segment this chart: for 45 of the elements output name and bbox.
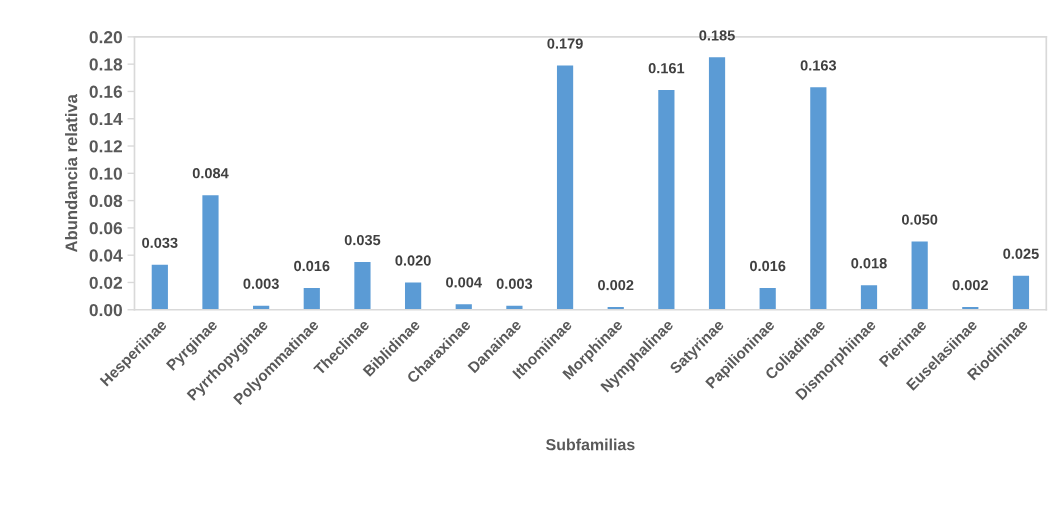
bar [354,262,371,310]
data-label: 0.002 [598,279,634,291]
data-label: 0.185 [699,30,735,41]
y-tick-label: 0.04 [89,249,123,262]
bar [404,282,422,310]
data-label: 0.018 [851,258,887,269]
bar [151,264,168,310]
data-label: 0.020 [395,255,431,266]
data-label: 0.025 [1003,248,1039,259]
data-label: 0.003 [496,278,533,289]
y-tick-label: 0.08 [89,194,123,208]
bar [202,195,219,310]
bar [658,90,675,310]
x-axis-title: Subfamilias [546,438,635,451]
y-tick-label: 0.20 [89,31,122,44]
y-tick-label: 0.00 [89,303,122,317]
data-label: 0.084 [192,168,229,179]
data-label: 0.035 [344,234,381,246]
data-label: 0.004 [446,277,482,288]
bar [708,57,726,310]
bar [455,304,472,310]
data-label: 0.033 [142,237,178,248]
bar [1012,275,1030,310]
y-tick-label: 0.02 [89,276,122,289]
y-tick-label: 0.12 [89,140,122,153]
y-tick-label: 0.06 [89,222,123,235]
y-axis-title: Abundancia relativa [65,94,78,253]
data-label: 0.050 [901,214,938,225]
y-tick-label: 0.14 [89,112,123,126]
bar [911,241,928,310]
y-tick-label: 0.16 [89,85,123,98]
bar [556,65,574,310]
data-label: 0.179 [547,38,583,49]
data-label: 0.016 [750,260,786,272]
data-label: 0.161 [648,62,685,74]
data-label: 0.002 [952,279,988,291]
y-tick-label: 0.10 [89,167,122,180]
data-label: 0.016 [294,260,330,272]
bar [810,87,827,310]
data-label: 0.003 [243,278,279,289]
bar [303,287,320,310]
data-label: 0.163 [800,60,837,71]
bar [860,285,878,310]
bar [759,287,776,310]
y-tick-label: 0.18 [89,58,123,71]
